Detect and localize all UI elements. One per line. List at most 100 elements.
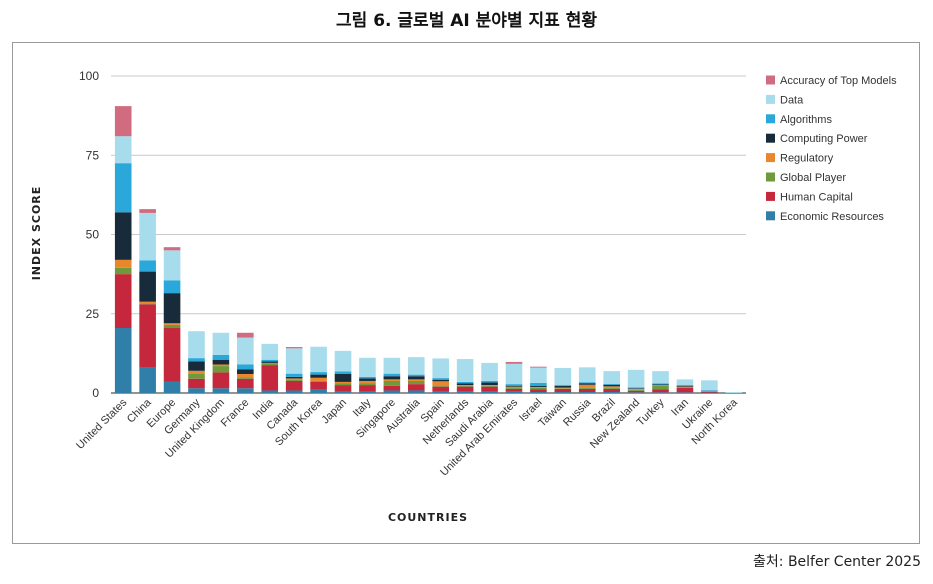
bar-segment: [359, 383, 376, 386]
bar-segment: [530, 367, 547, 383]
bar-segment: [505, 388, 523, 392]
bar-segment: [481, 391, 498, 393]
bar-segment: [407, 390, 425, 393]
bar-segment: [578, 383, 596, 385]
bar-segment: [114, 274, 132, 329]
source-note: 출처: Belfer Center 2025: [753, 554, 921, 570]
bar-segment: [603, 383, 620, 385]
bar-segment: [237, 377, 254, 379]
bar-segment: [114, 267, 132, 275]
bar-segment: [285, 347, 303, 349]
bar-segment: [603, 384, 620, 387]
bar-segment: [285, 376, 303, 379]
bar-segment: [627, 388, 645, 390]
bar-segment: [188, 361, 205, 371]
bar-segment: [505, 384, 523, 386]
bar-segment: [627, 388, 645, 389]
bar-segment: [383, 385, 401, 391]
bar-segment: [652, 371, 669, 384]
bar-segment: [578, 387, 596, 389]
bar-segment: [383, 376, 401, 380]
bar-segment: [359, 391, 376, 393]
bar-segment: [578, 384, 596, 388]
bar-segment: [432, 386, 450, 392]
bar-segment: [114, 106, 132, 137]
bar-segment: [334, 385, 352, 392]
bar-segment: [652, 383, 669, 385]
bar-segment: [407, 384, 425, 391]
bar-segment: [188, 358, 205, 362]
y-tick-label: 100: [79, 69, 99, 83]
bar-segment: [578, 367, 596, 383]
bar-segment: [285, 380, 303, 381]
bars: [114, 106, 743, 393]
y-axis-title: INDEX SCORE: [30, 186, 43, 281]
bar-segment: [505, 363, 523, 385]
y-tick-label: 50: [86, 228, 100, 242]
legend-label: Computing Power: [780, 133, 868, 145]
bar-segment: [188, 370, 205, 374]
category-label: France: [219, 397, 252, 430]
bar-segment: [114, 328, 132, 393]
x-axis-title: COUNTRIES: [388, 511, 468, 524]
bar-segment: [432, 358, 450, 379]
bar-segment: [261, 343, 279, 360]
bar-segment: [505, 391, 523, 393]
bar-segment: [456, 391, 474, 393]
bar-segment: [627, 392, 645, 393]
bar-segment: [139, 212, 156, 261]
bar-segment: [188, 373, 205, 379]
bar-segment: [163, 324, 181, 329]
legend-swatch: [766, 211, 775, 221]
bar-segment: [139, 304, 156, 368]
bar-segment: [578, 392, 596, 393]
category-label: Turkey: [635, 396, 667, 428]
bar-segment: [359, 376, 376, 379]
bar-segment: [407, 374, 425, 377]
bar-segment: [188, 378, 205, 389]
bar-segment: [139, 271, 156, 302]
bar-segment: [261, 365, 279, 391]
bar-segment: [456, 359, 474, 382]
bar-segment: [432, 386, 450, 387]
bar-segment: [334, 381, 352, 384]
bar-segment: [676, 379, 694, 386]
bar-segment: [578, 388, 596, 393]
legend-label: Human Capital: [780, 191, 853, 203]
legend-swatch: [766, 114, 775, 124]
bar-segment: [456, 385, 474, 386]
bar-segment: [432, 378, 450, 380]
bar-segment: [627, 369, 645, 388]
bar-segment: [676, 385, 694, 387]
bar-segment: [114, 212, 132, 260]
bar-segment: [237, 373, 254, 378]
stacked-bar-chart: 0 25 50 75 100 United StatesChinaEuropeGerma…: [30, 69, 897, 524]
bar-segment: [603, 386, 620, 388]
bar-segment: [652, 392, 669, 393]
bar-segment: [554, 387, 572, 389]
bar-segment: [359, 378, 376, 381]
bar-segment: [407, 379, 425, 381]
bar-segment: [652, 384, 669, 386]
y-tick-labels: 0 25 50 75 100: [79, 69, 99, 400]
bar-segment: [163, 328, 181, 382]
bar-segment: [603, 387, 620, 389]
bar-segment: [456, 381, 474, 384]
bar-segment: [554, 388, 572, 393]
bar-segment: [530, 386, 547, 387]
bar-segment: [212, 354, 230, 360]
bar-segment: [237, 378, 254, 389]
bar-segment: [334, 350, 352, 372]
bar-segment: [212, 372, 230, 389]
bar-segment: [163, 280, 181, 294]
bar-segment: [554, 388, 572, 389]
bar-segment: [481, 385, 498, 387]
bar-segment: [310, 374, 327, 378]
bar-segment: [310, 380, 327, 382]
bar-segment: [212, 364, 230, 367]
bar-segment: [407, 357, 425, 375]
bar-segment: [139, 301, 156, 304]
y-tick-label: 75: [86, 148, 100, 162]
bar-segment: [163, 250, 181, 281]
bar-segment: [530, 382, 547, 387]
